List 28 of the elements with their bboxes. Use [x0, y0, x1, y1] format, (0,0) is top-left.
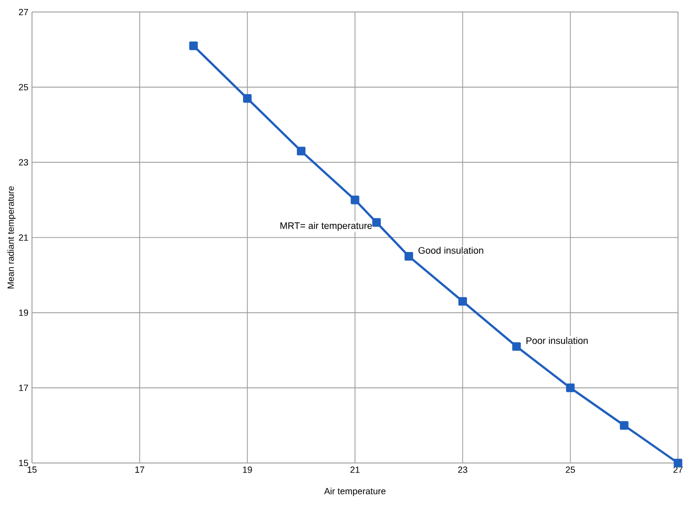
x-axis-title: Air temperature — [324, 488, 386, 496]
x-tick-label: 21 — [350, 466, 360, 473]
point — [566, 384, 575, 392]
point — [404, 252, 414, 261]
y-tick-label: 21 — [18, 234, 28, 241]
point — [350, 196, 360, 204]
y-tick-label: 25 — [18, 84, 28, 90]
x-tick-label: 19 — [243, 466, 252, 473]
point — [189, 42, 198, 50]
point — [512, 342, 521, 351]
y-tick-label: 23 — [18, 159, 28, 166]
y-tick-label: 15 — [19, 460, 28, 466]
y-tick-label: 17 — [19, 384, 28, 391]
y-tick-label: 19 — [19, 309, 28, 316]
x-tick-label: 15 — [28, 466, 37, 473]
x-tick-label: 23 — [458, 466, 468, 473]
point — [620, 421, 628, 430]
point — [243, 94, 252, 103]
annotation: Poor insulation — [526, 337, 588, 344]
point — [458, 297, 467, 306]
x-tick-label: 25 — [566, 466, 575, 473]
annotation: Good insulation — [418, 246, 484, 254]
x-tick-label: 17 — [135, 466, 144, 473]
point — [296, 146, 306, 156]
y-tick-label: 27 — [18, 8, 28, 16]
y-axis-title: Mean radiant temperature — [7, 186, 16, 288]
annotation: MRT= air temperature — [280, 222, 372, 231]
point — [372, 218, 381, 227]
